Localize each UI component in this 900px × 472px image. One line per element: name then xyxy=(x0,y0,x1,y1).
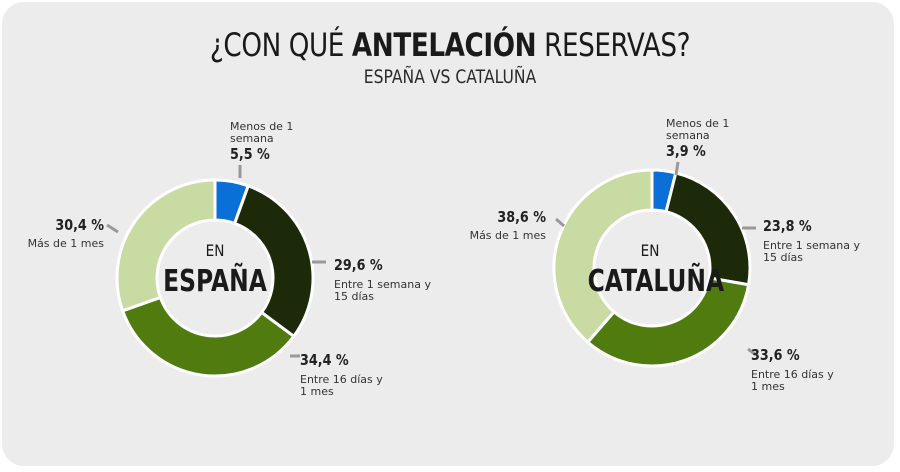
title-pre: ¿CON QUÉ xyxy=(209,26,352,64)
cat-slice-month xyxy=(552,168,654,345)
cat-week-desc: Menos de 1 semana xyxy=(666,117,730,142)
spain-onefifteen-desc: Entre 1 semana y 15 días xyxy=(334,278,431,303)
spain-label-sixteen: 34,4 % Entre 16 días y 1 mes xyxy=(300,351,420,398)
cat-label-onefifteen: 23,8 % Entre 1 semana y 15 días xyxy=(763,217,883,264)
cat-label-month: 38,6 % Más de 1 mes xyxy=(440,208,546,242)
cat-sixteen-pct: 33,6 % xyxy=(751,346,800,364)
spain-slice-onefifteen xyxy=(232,183,315,339)
spain-label-onefifteen: 29,6 % Entre 1 semana y 15 días xyxy=(334,256,454,303)
spain-week-desc: Menos de 1 semana xyxy=(230,120,294,145)
cat-month-desc: Más de 1 mes xyxy=(469,229,546,242)
cat-month-pct: 38,6 % xyxy=(497,208,546,226)
cat-slice-sixteen xyxy=(585,276,751,368)
cat-label-week: Menos de 1 semana 3,9 % xyxy=(666,117,786,161)
cat-center-top: EN xyxy=(640,241,660,260)
spain-label-week: Menos de 1 semana 5,5 % xyxy=(230,120,350,164)
cat-onefifteen-desc: Entre 1 semana y 15 días xyxy=(763,239,860,264)
spain-label-month: 30,4 % Más de 1 mes xyxy=(0,216,104,250)
spain-week-pct: 5,5 % xyxy=(230,145,270,163)
cat-week-pct: 3,9 % xyxy=(666,142,706,160)
spain-center-bottom: ESPAÑA xyxy=(163,264,267,299)
cat-label-sixteen: 33,6 % Entre 16 días y 1 mes xyxy=(751,346,871,393)
spain-leader-line-3 xyxy=(106,223,119,234)
cat-leader-line-3 xyxy=(555,217,565,228)
cat-leader-line-2 xyxy=(747,347,757,357)
spain-sixteen-pct: 34,4 % xyxy=(300,351,349,369)
cat-leader-line-0 xyxy=(674,161,680,176)
chart-title: ¿CON QUÉ ANTELACIÓN RESERVAS? xyxy=(81,26,819,64)
cat-center-bottom: CATALUÑA xyxy=(587,264,725,299)
title-bold: ANTELACIÓN xyxy=(351,26,537,64)
spain-onefifteen-pct: 29,6 % xyxy=(334,256,383,274)
spain-month-desc: Más de 1 mes xyxy=(27,237,104,250)
spain-slice-sixteen xyxy=(120,295,296,378)
spain-slice-month xyxy=(115,178,217,313)
chart-subtitle: ESPAÑA VS CATALUÑA xyxy=(363,66,537,88)
cat-onefifteen-pct: 23,8 % xyxy=(763,217,812,235)
title-post: RESERVAS? xyxy=(536,26,691,64)
cat-sixteen-desc: Entre 16 días y 1 mes xyxy=(751,368,834,393)
spain-month-pct: 30,4 % xyxy=(55,216,104,234)
spain-sixteen-desc: Entre 16 días y 1 mes xyxy=(300,373,383,398)
spain-center-top: EN xyxy=(205,241,225,260)
